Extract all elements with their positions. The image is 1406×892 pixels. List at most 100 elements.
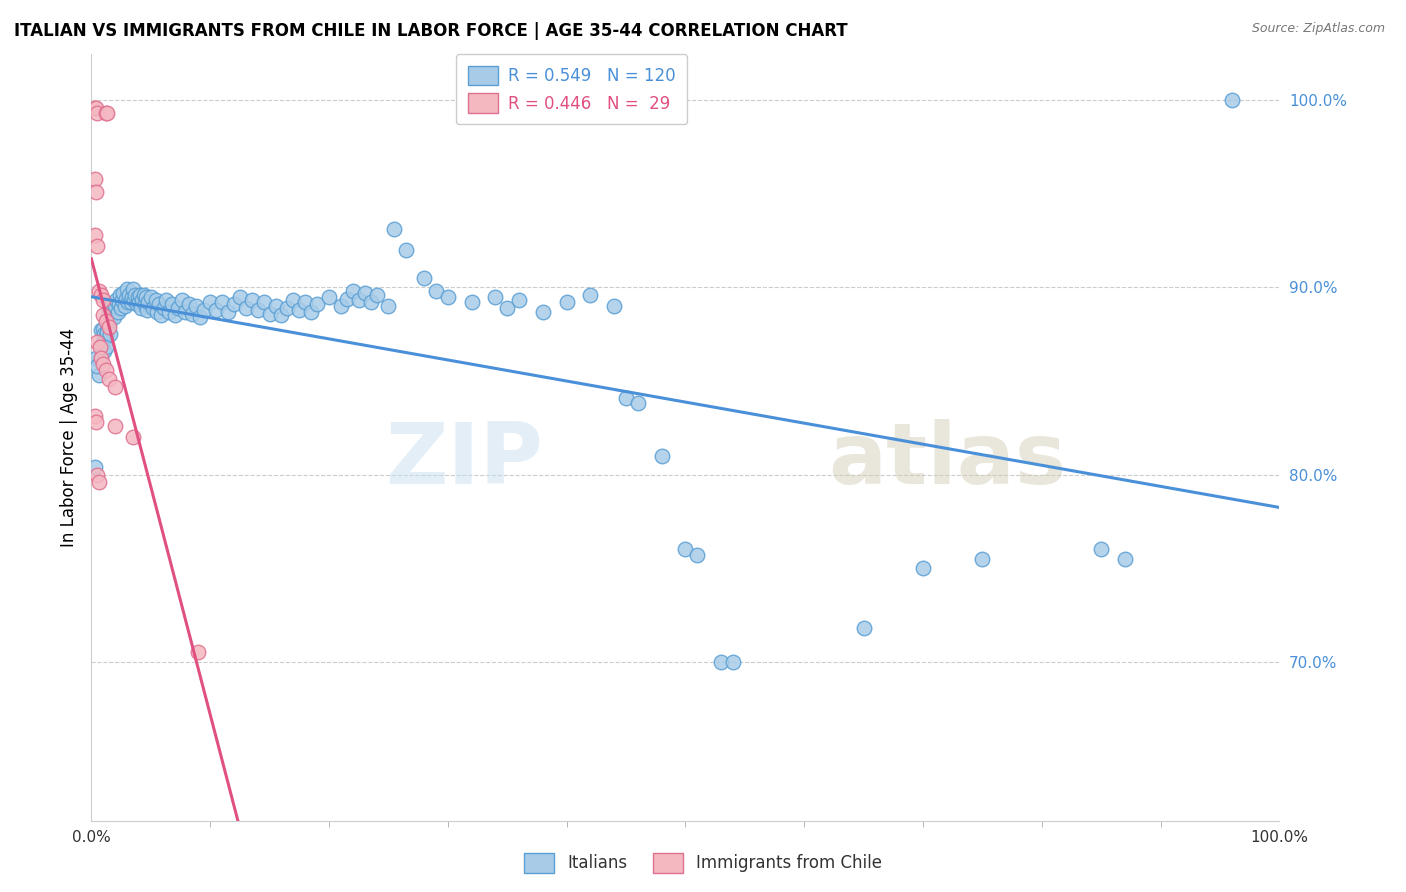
Point [84, 172, 107, 186]
Point [460, 295, 482, 310]
Point [118, 288, 141, 302]
Point [911, 561, 934, 575]
Point [163, 309, 186, 323]
Point [205, 302, 228, 317]
Point [276, 301, 298, 315]
Point [104, 299, 127, 313]
Point [96, 326, 118, 340]
Point [555, 295, 578, 310]
Point [98, 316, 121, 330]
Point [329, 299, 352, 313]
Point [288, 302, 311, 317]
Point [97, 318, 120, 332]
Point [382, 222, 405, 236]
Point [87, 284, 110, 298]
Point [91, 334, 114, 349]
Y-axis label: In Labor Force | Age 35-44: In Labor Force | Age 35-44 [59, 327, 77, 547]
Point [1220, 93, 1243, 107]
Point [377, 299, 399, 313]
Point [107, 297, 129, 311]
Point [129, 301, 152, 315]
Point [94, 106, 117, 120]
Legend: R = 0.549   N = 120, R = 0.446   N =  29: R = 0.549 N = 120, R = 0.446 N = 29 [456, 54, 688, 124]
Point [86, 467, 108, 482]
Legend: Italians, Immigrants from Chile: Italians, Immigrants from Chile [517, 847, 889, 880]
Point [127, 290, 149, 304]
Point [84, 185, 107, 199]
Point [436, 290, 458, 304]
Point [366, 288, 388, 302]
Point [90, 288, 112, 302]
Point [148, 297, 170, 311]
Point [86, 106, 108, 120]
Point [107, 304, 129, 318]
Point [193, 302, 215, 317]
Point [603, 299, 626, 313]
Point [84, 227, 107, 242]
Point [104, 418, 127, 433]
Point [120, 295, 142, 310]
Point [94, 314, 117, 328]
Point [91, 338, 114, 352]
Point [217, 304, 239, 318]
Point [98, 372, 121, 386]
Point [264, 299, 287, 313]
Text: ITALIAN VS IMMIGRANTS FROM CHILE IN LABOR FORCE | AGE 35-44 CORRELATION CHART: ITALIAN VS IMMIGRANTS FROM CHILE IN LABO… [14, 22, 848, 40]
Point [100, 327, 122, 342]
Point [84, 409, 107, 424]
Point [122, 282, 145, 296]
Point [235, 301, 257, 315]
Point [160, 297, 183, 311]
Point [93, 344, 115, 359]
Point [134, 297, 156, 311]
Point [96, 106, 118, 120]
Point [91, 293, 114, 308]
Point [852, 621, 875, 635]
Point [122, 293, 145, 308]
Point [270, 309, 292, 323]
Point [673, 542, 696, 557]
Point [299, 304, 322, 318]
Point [153, 301, 176, 315]
Point [413, 271, 436, 285]
Point [294, 295, 316, 310]
Point [98, 302, 121, 317]
Point [96, 312, 118, 326]
Point [167, 301, 190, 315]
Point [222, 297, 245, 311]
Point [117, 295, 139, 310]
Point [229, 290, 252, 304]
Point [710, 655, 733, 669]
Point [579, 288, 602, 302]
Point [360, 295, 382, 310]
Point [94, 329, 117, 343]
Point [100, 301, 122, 315]
Point [531, 304, 554, 318]
Point [128, 295, 150, 310]
Point [1114, 551, 1136, 566]
Point [150, 309, 173, 323]
Point [721, 655, 744, 669]
Point [139, 290, 162, 304]
Point [84, 351, 107, 366]
Text: Source: ZipAtlas.com: Source: ZipAtlas.com [1251, 22, 1385, 36]
Point [115, 292, 138, 306]
Point [103, 310, 125, 325]
Point [86, 334, 108, 349]
Point [177, 297, 200, 311]
Point [129, 288, 152, 302]
Point [125, 297, 148, 311]
Point [484, 290, 506, 304]
Point [131, 293, 153, 308]
Point [145, 293, 167, 308]
Point [111, 293, 134, 308]
Point [91, 309, 114, 323]
Point [246, 302, 269, 317]
Point [425, 284, 447, 298]
Point [93, 327, 115, 342]
Point [101, 307, 124, 321]
Point [211, 295, 233, 310]
Point [508, 293, 530, 308]
Point [94, 362, 117, 376]
Point [627, 396, 650, 410]
